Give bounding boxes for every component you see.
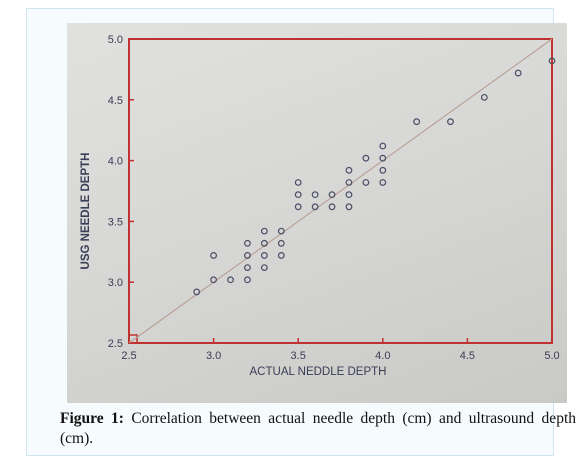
data-point: [311, 191, 319, 199]
y-tick-label: 4.5: [108, 95, 123, 107]
data-point: [244, 264, 251, 272]
data-point: [379, 154, 387, 162]
data-point: [345, 191, 353, 199]
x-tick-labels: 2.5 3.0 3.5 4.0 4.5 5.0: [121, 350, 559, 362]
data-point: [244, 239, 251, 247]
y-tick-label: 4.0: [108, 156, 123, 168]
data-point: [379, 179, 387, 186]
data-point: [260, 264, 268, 272]
data-point: [260, 239, 268, 247]
data-point: [514, 69, 522, 77]
y-tick-label: 2.5: [108, 338, 123, 350]
reference-line-layer: [128, 38, 553, 344]
x-tick-label: 5.0: [544, 350, 559, 362]
data-point: [294, 203, 302, 211]
y-tick-label: 3.0: [108, 277, 123, 289]
caption-text: Correlation between actual needle depth …: [60, 410, 576, 447]
chart-photo: 2.5 3.0 3.5 4.0 4.5 5.0 2.5 3.0 3.5 4.0 4.5 5.0 AC…: [67, 23, 567, 403]
data-point: [210, 276, 218, 284]
data-point: [413, 118, 421, 126]
data-point: [227, 276, 234, 284]
caption-label: Figure 1:: [60, 410, 124, 427]
data-point: [294, 179, 302, 186]
x-tick-label: 3.0: [206, 350, 221, 362]
data-point: [277, 252, 285, 259]
data-point: [328, 191, 336, 199]
y-tick-label: 5.0: [108, 34, 123, 46]
data-point: [345, 166, 353, 174]
scatter-chart: 2.5 3.0 3.5 4.0 4.5 5.0 2.5 3.0 3.5 4.0 4.5 5.0 AC…: [80, 34, 560, 378]
data-point: [260, 227, 268, 235]
identity-line: [128, 38, 553, 344]
data-point: [480, 93, 488, 101]
axes: [128, 38, 553, 344]
data-point: [193, 288, 201, 296]
x-tick-label: 4.5: [460, 350, 475, 362]
data-point: [345, 179, 353, 186]
x-tick-label: 3.5: [291, 350, 306, 362]
figure-caption: Figure 1: Correlation between actual nee…: [60, 409, 576, 449]
data-point: [294, 191, 302, 199]
data-point: [362, 179, 370, 186]
x-tick-label: 2.5: [121, 350, 136, 362]
data-point: [345, 203, 353, 211]
data-point: [447, 118, 454, 126]
data-point: [311, 203, 319, 211]
y-tick-label: 3.5: [108, 216, 123, 228]
data-point: [379, 142, 387, 150]
plot-border: [128, 38, 553, 344]
x-tick-label: 4.0: [375, 350, 390, 362]
x-axis-label: ACTUAL NEDDLE DEPTH: [250, 366, 387, 378]
data-point: [210, 252, 218, 259]
data-point: [244, 276, 251, 284]
figure-frame: 2.5 3.0 3.5 4.0 4.5 5.0 2.5 3.0 3.5 4.0 4.5 5.0 AC…: [26, 8, 576, 456]
data-point: [260, 252, 268, 259]
y-axis-label: USG NEEDLE DEPTH: [80, 153, 92, 270]
data-point: [244, 252, 251, 259]
data-point: [548, 57, 556, 65]
y-tick-labels: 2.5 3.0 3.5 4.0 4.5 5.0: [108, 34, 123, 350]
data-point: [362, 154, 370, 162]
data-point: [379, 166, 387, 174]
data-point: [277, 239, 285, 247]
data-point: [277, 227, 285, 235]
data-point: [328, 203, 336, 211]
data-points: [193, 57, 556, 296]
